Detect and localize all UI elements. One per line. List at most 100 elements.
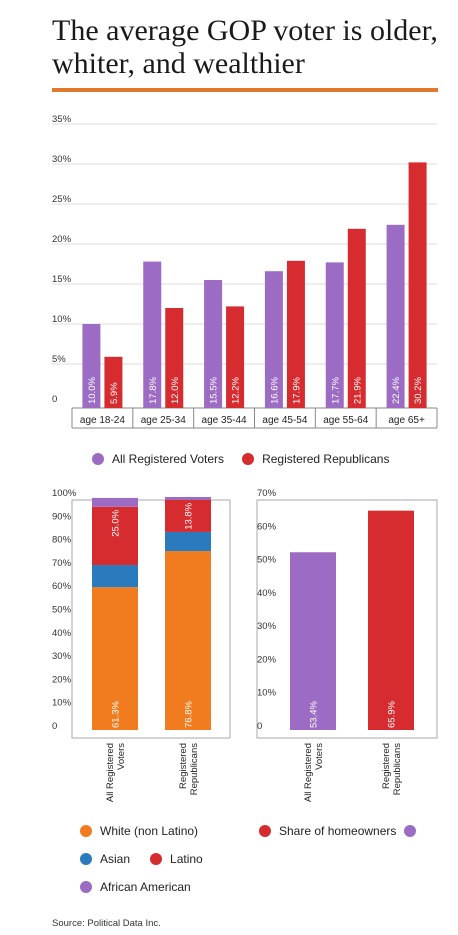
- age-bar-value-label: 12.2%: [231, 377, 242, 404]
- race-legend-african-american: African American: [80, 880, 191, 894]
- age-bar-republicans: [408, 162, 427, 408]
- age-legend: All Registered Voters Registered Republi…: [92, 452, 389, 466]
- race-segment-white-non-latino-: [92, 587, 138, 730]
- race-ytick-30: 30%: [52, 651, 72, 662]
- home-xtick-label: Voters: [314, 743, 325, 770]
- age-bar-value-label: 17.8%: [148, 377, 159, 404]
- home-ytick-10: 10%: [257, 688, 277, 699]
- title-underline: [52, 88, 438, 92]
- race-ytick-50: 50%: [52, 605, 72, 616]
- age-bar-value-label: 5.9%: [109, 382, 120, 404]
- age-bar-republicans: [165, 308, 184, 408]
- home-bar: [290, 552, 336, 730]
- age-bar-all-voters: [143, 261, 162, 408]
- legend-label-asian: Asian: [100, 852, 131, 866]
- age-xtick-label: age 25-34: [141, 415, 186, 426]
- race-segment-white-non-latino-: [165, 551, 211, 730]
- home-xtick-label: Registered: [381, 743, 392, 789]
- race-segment-latino: [92, 506, 138, 566]
- age-bar-all-voters: [82, 324, 101, 408]
- home-ytick-60: 60%: [257, 521, 277, 532]
- age-ytick-5: 5%: [52, 354, 66, 365]
- race-ytick-60: 60%: [52, 581, 72, 592]
- age-bar-republicans: [347, 228, 366, 408]
- race-segment-value-label: 61.3%: [111, 701, 122, 728]
- home-xtick-label: All Registered: [303, 743, 314, 802]
- age-bar-value-label: 10.0%: [87, 377, 98, 404]
- age-bar-value-label: 17.9%: [291, 377, 302, 404]
- race-segment-value-label: 76.8%: [184, 701, 195, 728]
- home-bar-value-label: 53.4%: [309, 701, 320, 728]
- race-ytick-0: 0: [52, 721, 57, 732]
- race-segment-asian: [165, 531, 211, 552]
- race-ytick-40: 40%: [52, 628, 72, 639]
- race-xtick-label: Voters: [116, 743, 127, 770]
- age-bar-all-voters: [204, 280, 223, 408]
- home-plot-frame: [256, 499, 438, 739]
- legend-swatch-latino: [150, 853, 163, 865]
- race-segment-latino: [165, 499, 211, 532]
- race-legend-white: White (non Latino): [80, 824, 198, 838]
- age-bar-value-label: 15.5%: [209, 377, 220, 404]
- age-ytick-35: 35%: [52, 114, 72, 125]
- age-xtick-label: age 45-54: [262, 415, 307, 426]
- legend-label-homeowners: Share of homeowners: [279, 824, 397, 838]
- age-xtick-label: age 55-64: [323, 415, 368, 426]
- legend-swatch-white: [80, 825, 92, 837]
- home-ytick-40: 40%: [257, 588, 277, 599]
- age-bar-value-label: 30.2%: [413, 377, 424, 404]
- legend-swatch-homeowners-purple: [404, 825, 417, 837]
- legend-label-republicans: Registered Republicans: [262, 452, 390, 466]
- legend-swatch-republicans: [242, 453, 255, 465]
- race-segment-african-american: [92, 497, 138, 507]
- age-ytick-30: 30%: [52, 154, 72, 165]
- age-bar-all-voters: [386, 224, 405, 408]
- legend-label-latino: Latino: [170, 852, 203, 866]
- race-segment-african-american: [165, 497, 211, 500]
- race-ytick-100: 100%: [52, 488, 77, 499]
- age-bar-value-label: 17.7%: [330, 377, 341, 404]
- legend-swatch-african-american: [80, 881, 92, 893]
- home-bar-value-label: 65.9%: [387, 701, 398, 728]
- race-plot-frame: [71, 499, 231, 739]
- race-segment-asian: [92, 565, 138, 588]
- page-title: The average GOP voter is older, whiter, …: [52, 14, 438, 80]
- race-legend-asian-latino: Asian Latino: [80, 852, 203, 866]
- home-ytick-50: 50%: [257, 555, 277, 566]
- race-segment-value-label: 25.0%: [111, 509, 122, 536]
- race-ytick-90: 90%: [52, 511, 72, 522]
- age-xtick-label: age 65+: [388, 415, 425, 426]
- age-bar-republicans: [226, 306, 245, 408]
- race-segment-value-label: 13.8%: [184, 502, 195, 529]
- home-bar: [368, 510, 414, 730]
- home-ytick-0: 0: [257, 721, 262, 732]
- source-note: Source: Political Data Inc.: [52, 918, 161, 929]
- age-xtick-label: age 18-24: [80, 415, 125, 426]
- race-ytick-20: 20%: [52, 674, 72, 685]
- legend-swatch-all-voters: [92, 453, 104, 465]
- age-bar-all-voters: [264, 271, 283, 408]
- age-ytick-15: 15%: [52, 274, 72, 285]
- age-ytick-20: 20%: [52, 234, 72, 245]
- age-bar-value-label: 21.9%: [352, 377, 363, 404]
- age-bar-republicans: [104, 356, 123, 408]
- legend-swatch-asian: [80, 853, 92, 865]
- age-bar-all-voters: [325, 262, 344, 408]
- home-legend: Share of homeowners: [259, 824, 424, 838]
- home-ytick-70: 70%: [257, 488, 277, 499]
- age-ytick-0: 0: [52, 394, 57, 405]
- age-bar-republicans: [286, 260, 305, 408]
- home-xtick-label: Republicans: [392, 743, 403, 796]
- legend-swatch-homeowners-red: [259, 825, 271, 837]
- race-ytick-70: 70%: [52, 558, 72, 569]
- race-ytick-10: 10%: [52, 698, 72, 709]
- legend-label-all-voters: All Registered Voters: [112, 452, 225, 466]
- race-xtick-label: Registered: [178, 743, 189, 789]
- race-ytick-80: 80%: [52, 535, 72, 546]
- home-ytick-20: 20%: [257, 654, 277, 665]
- age-bar-value-label: 12.0%: [170, 377, 181, 404]
- age-ytick-25: 25%: [52, 194, 72, 205]
- age-ytick-10: 10%: [52, 314, 72, 325]
- race-xtick-label: All Registered: [105, 743, 116, 802]
